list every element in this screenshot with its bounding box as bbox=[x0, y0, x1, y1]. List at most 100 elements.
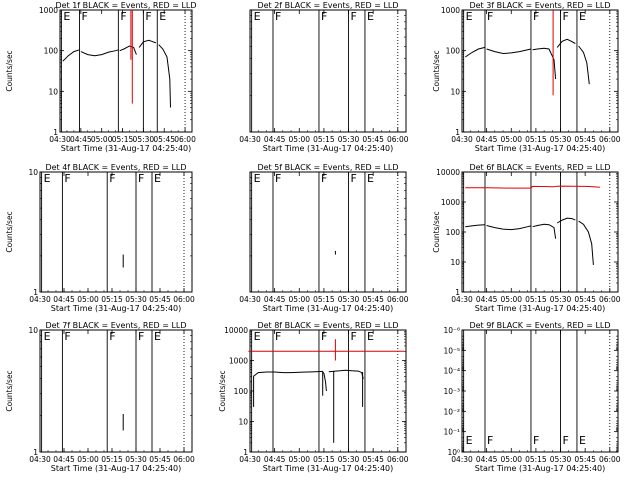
plot-frame bbox=[249, 171, 407, 293]
chart-title: Det 5f BLACK = Events, RED = LLD bbox=[257, 163, 398, 172]
y-tick-label: 1 bbox=[33, 288, 38, 297]
events-series-line bbox=[578, 220, 594, 265]
mode-marker-f: F bbox=[275, 330, 281, 343]
chart-panel-1: Det 1f BLACK = Events, RED = LLD 1 10 100 10… bbox=[5, 1, 197, 153]
x-tick-label: 06:00 bbox=[174, 135, 196, 144]
chart-title: Det 9f BLACK = Events, RED = LLD bbox=[469, 321, 610, 330]
chart-panel-6: Det 6f BLACK = Events, RED = LLD 1 10 100 10… bbox=[432, 163, 621, 313]
y-tick-label: 1 bbox=[455, 128, 460, 137]
events-series-line bbox=[556, 217, 576, 224]
mode-marker-f: F bbox=[138, 330, 144, 343]
x-tick-label: 05:45 bbox=[362, 455, 384, 464]
x-tick-label: 05:30 bbox=[125, 455, 147, 464]
chart-panel-9: Det 9f BLACK = Events, RED = LLD 10⁰ 10⁻¹ 1… bbox=[443, 321, 620, 473]
x-tick-label: 04:30 bbox=[239, 135, 261, 144]
mode-marker-e: E bbox=[579, 10, 586, 23]
chart-panel-2: Det 2f BLACK = Events, RED = LLD 04:30 04:… bbox=[239, 1, 409, 153]
x-tick-label: 06:00 bbox=[387, 455, 409, 464]
y-tick-label: 10 bbox=[450, 87, 460, 96]
events-series-line bbox=[80, 49, 119, 57]
mode-marker-f: F bbox=[563, 10, 569, 23]
mode-marker-f: F bbox=[275, 172, 281, 185]
chart-title: Det 3f BLACK = Events, RED = LLD bbox=[469, 1, 610, 10]
mode-marker-f: F bbox=[563, 434, 569, 447]
x-tick-label: 04:30 bbox=[239, 455, 261, 464]
events-series-line bbox=[556, 38, 576, 48]
x-tick-label: 05:30 bbox=[125, 295, 147, 304]
x-tick-label: 04:45 bbox=[476, 135, 498, 144]
mode-marker-e: E bbox=[367, 330, 374, 343]
x-tick-label: 05:00 bbox=[77, 295, 99, 304]
x-tick-label: 04:45 bbox=[476, 295, 498, 304]
x-tick-label: 04:30 bbox=[451, 295, 473, 304]
y-tick-label: 100 bbox=[44, 47, 59, 56]
y-tick-label: 1000 bbox=[39, 6, 58, 15]
x-tick-label: 05:15 bbox=[525, 455, 547, 464]
mode-marker-f: F bbox=[533, 10, 539, 23]
mode-marker-f: F bbox=[351, 172, 357, 185]
chart-title: Det 8f BLACK = Events, RED = LLD bbox=[257, 321, 398, 330]
x-tick-label: 05:00 bbox=[500, 455, 522, 464]
mode-marker-f: F bbox=[487, 10, 493, 23]
x-tick-label: 05:00 bbox=[77, 455, 99, 464]
plot-frame bbox=[249, 9, 407, 133]
plot-frame bbox=[59, 9, 193, 133]
y-axis-label: Counts/sec bbox=[5, 211, 14, 252]
x-tick-label: 06:00 bbox=[387, 135, 409, 144]
mode-marker-f: F bbox=[275, 10, 281, 23]
x-tick-label: 05:30 bbox=[550, 135, 572, 144]
x-axis-label: Start Time (31-Aug-17 04:25:40) bbox=[61, 144, 192, 153]
x-tick-label: 04:30 bbox=[239, 295, 261, 304]
events-series-line bbox=[486, 225, 532, 231]
mode-marker-f: F bbox=[138, 172, 144, 185]
events-series-line bbox=[532, 47, 557, 80]
x-tick-label: 04:45 bbox=[264, 455, 286, 464]
mode-marker-f: F bbox=[81, 10, 87, 23]
x-tick-label: 06:00 bbox=[173, 295, 195, 304]
x-tick-label: 05:00 bbox=[500, 135, 522, 144]
mode-marker-e: E bbox=[466, 434, 473, 447]
y-tick-label: 10 bbox=[28, 168, 38, 177]
lld-series-line bbox=[465, 185, 600, 189]
chart-panel-5: Det 5f BLACK = Events, RED = LLD 04:30 04:… bbox=[239, 163, 409, 313]
mode-marker-e: E bbox=[154, 172, 161, 185]
events-series-line bbox=[578, 45, 590, 85]
y-tick-label: 10⁻³ bbox=[443, 387, 460, 396]
x-tick-label: 04:45 bbox=[264, 295, 286, 304]
mode-marker-f: F bbox=[109, 172, 115, 185]
y-tick-label: 1000 bbox=[441, 6, 460, 15]
events-series-line bbox=[158, 44, 171, 108]
mode-marker-f: F bbox=[109, 330, 115, 343]
x-tick-label: 05:15 bbox=[525, 135, 547, 144]
x-tick-label: 04:30 bbox=[29, 455, 51, 464]
events-series-line bbox=[465, 224, 486, 228]
mode-marker-f: F bbox=[321, 10, 327, 23]
x-tick-label: 05:30 bbox=[338, 455, 360, 464]
mode-marker-e: E bbox=[63, 10, 70, 23]
x-axis-label: Start Time (31-Aug-17 04:25:40) bbox=[51, 464, 182, 473]
chart-panel-4: Det 4f BLACK = Events, RED = LLD 1 10 04:30… bbox=[5, 163, 195, 313]
x-axis-label: Start Time (31-Aug-17 04:25:40) bbox=[263, 464, 394, 473]
x-tick-label: 06:00 bbox=[599, 295, 621, 304]
y-tick-label: 10⁰ bbox=[447, 448, 460, 457]
y-tick-label: 10⁻² bbox=[443, 407, 460, 416]
y-tick-label: 10 bbox=[238, 418, 248, 427]
x-tick-label: 04:45 bbox=[264, 135, 286, 144]
x-tick-label: 06:00 bbox=[173, 455, 195, 464]
y-axis-label: Counts/sec bbox=[432, 211, 441, 252]
x-tick-label: 04:30 bbox=[451, 455, 473, 464]
x-axis-label: Start Time (31-Aug-17 04:25:40) bbox=[475, 304, 606, 313]
x-tick-label: 05:15 bbox=[525, 295, 547, 304]
y-tick-label: 1 bbox=[53, 128, 58, 137]
x-tick-label: 05:15 bbox=[112, 135, 134, 144]
mode-marker-f: F bbox=[321, 330, 327, 343]
x-tick-label: 05:45 bbox=[574, 135, 596, 144]
x-tick-label: 05:15 bbox=[313, 455, 335, 464]
chart-title: Det 1f BLACK = Events, RED = LLD bbox=[55, 1, 196, 10]
y-tick-label: 10⁻⁶ bbox=[443, 326, 460, 335]
x-tick-label: 04:45 bbox=[53, 455, 75, 464]
x-tick-label: 05:45 bbox=[149, 455, 171, 464]
events-series-line bbox=[138, 39, 157, 48]
mode-marker-f: F bbox=[120, 10, 126, 23]
